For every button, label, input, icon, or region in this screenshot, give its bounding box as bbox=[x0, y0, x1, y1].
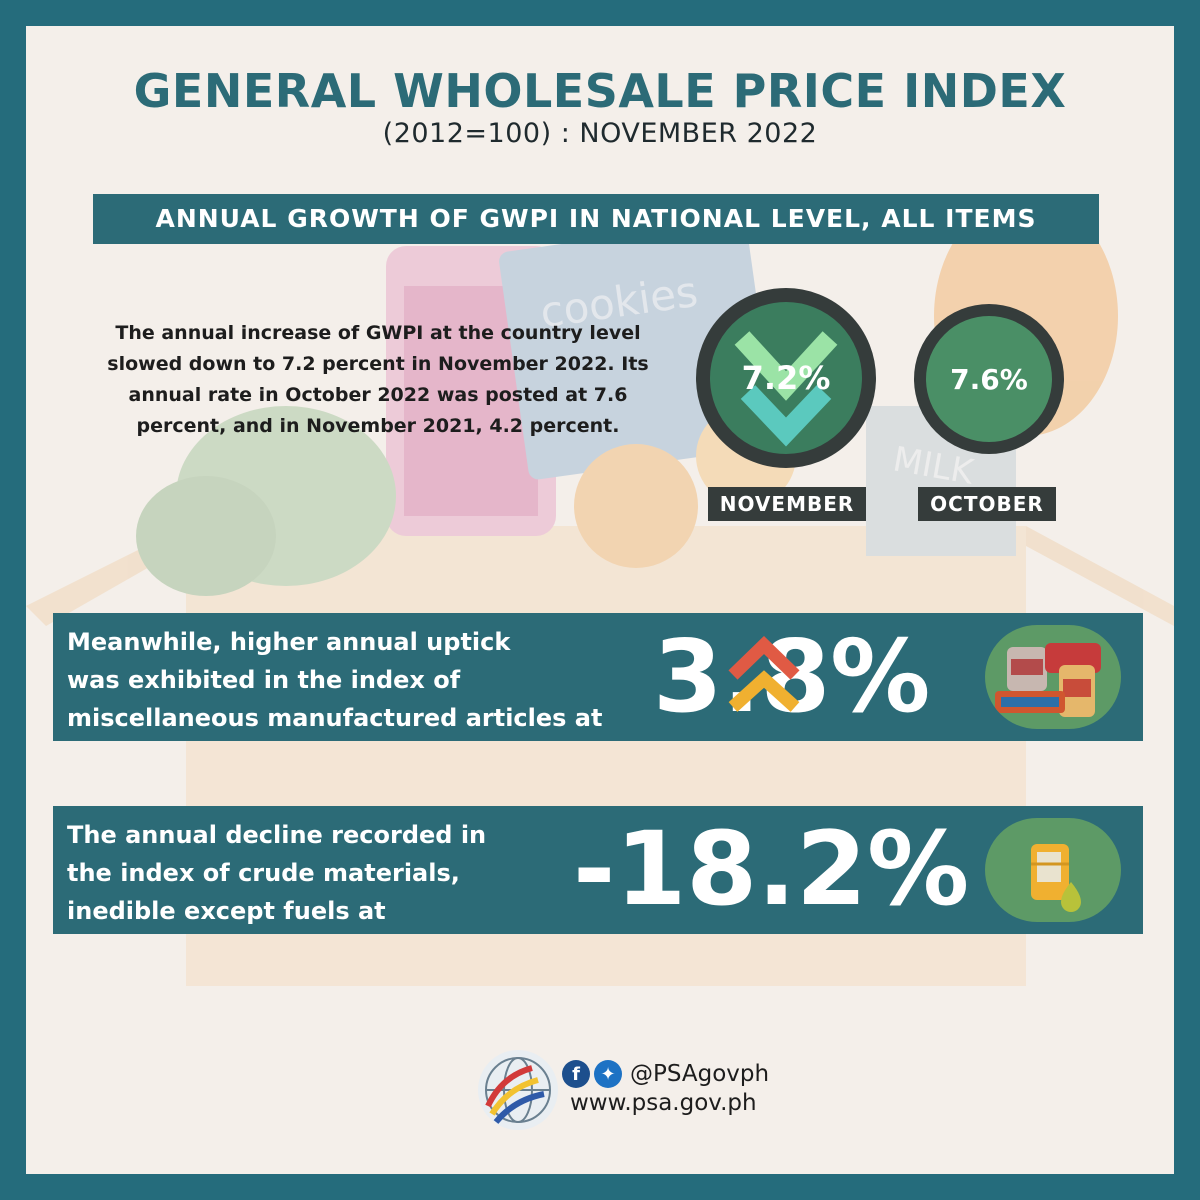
social-handle[interactable]: @PSAgovph bbox=[630, 1061, 770, 1087]
highlight-row-misc-manufactured: Meanwhile, higher annual uptick was exhi… bbox=[53, 613, 1143, 741]
chevron-up-icon bbox=[728, 635, 800, 712]
social-links: f ✦ @PSAgovph bbox=[562, 1060, 769, 1088]
psa-logo bbox=[478, 1050, 558, 1130]
canned-goods-icon bbox=[985, 625, 1121, 729]
highlight-text: Meanwhile, higher annual uptick was exhi… bbox=[67, 628, 603, 732]
facebook-icon[interactable]: f bbox=[562, 1060, 590, 1088]
highlight-text: The annual decline recorded in the index… bbox=[67, 821, 487, 925]
oil-barrel-icon bbox=[985, 818, 1121, 922]
page-subtitle: (2012=100) : NOVEMBER 2022 bbox=[382, 118, 818, 149]
website-link[interactable]: www.psa.gov.ph bbox=[570, 1090, 757, 1116]
twitter-icon[interactable]: ✦ bbox=[594, 1060, 622, 1088]
november-label: NOVEMBER bbox=[708, 487, 866, 521]
summary-text: The annual increase of GWPI at the count… bbox=[107, 322, 649, 437]
october-rate-value: 7.6% bbox=[950, 362, 1028, 396]
highlight-value: -18.2% bbox=[573, 810, 970, 929]
section-banner: ANNUAL GROWTH OF GWPI IN NATIONAL LEVEL,… bbox=[93, 194, 1099, 244]
page-title: GENERAL WHOLESALE PRICE INDEX bbox=[133, 64, 1067, 118]
november-rate-value: 7.2% bbox=[741, 359, 831, 397]
october-rate-circle: 7.6% bbox=[914, 304, 1064, 454]
highlight-row-crude-materials: The annual decline recorded in the index… bbox=[53, 806, 1143, 934]
infographic-page: cookies MILK GENERAL WHOLESALE PRICE IND… bbox=[26, 26, 1174, 1174]
chevron-down-icon bbox=[734, 331, 838, 447]
october-label: OCTOBER bbox=[918, 487, 1056, 521]
